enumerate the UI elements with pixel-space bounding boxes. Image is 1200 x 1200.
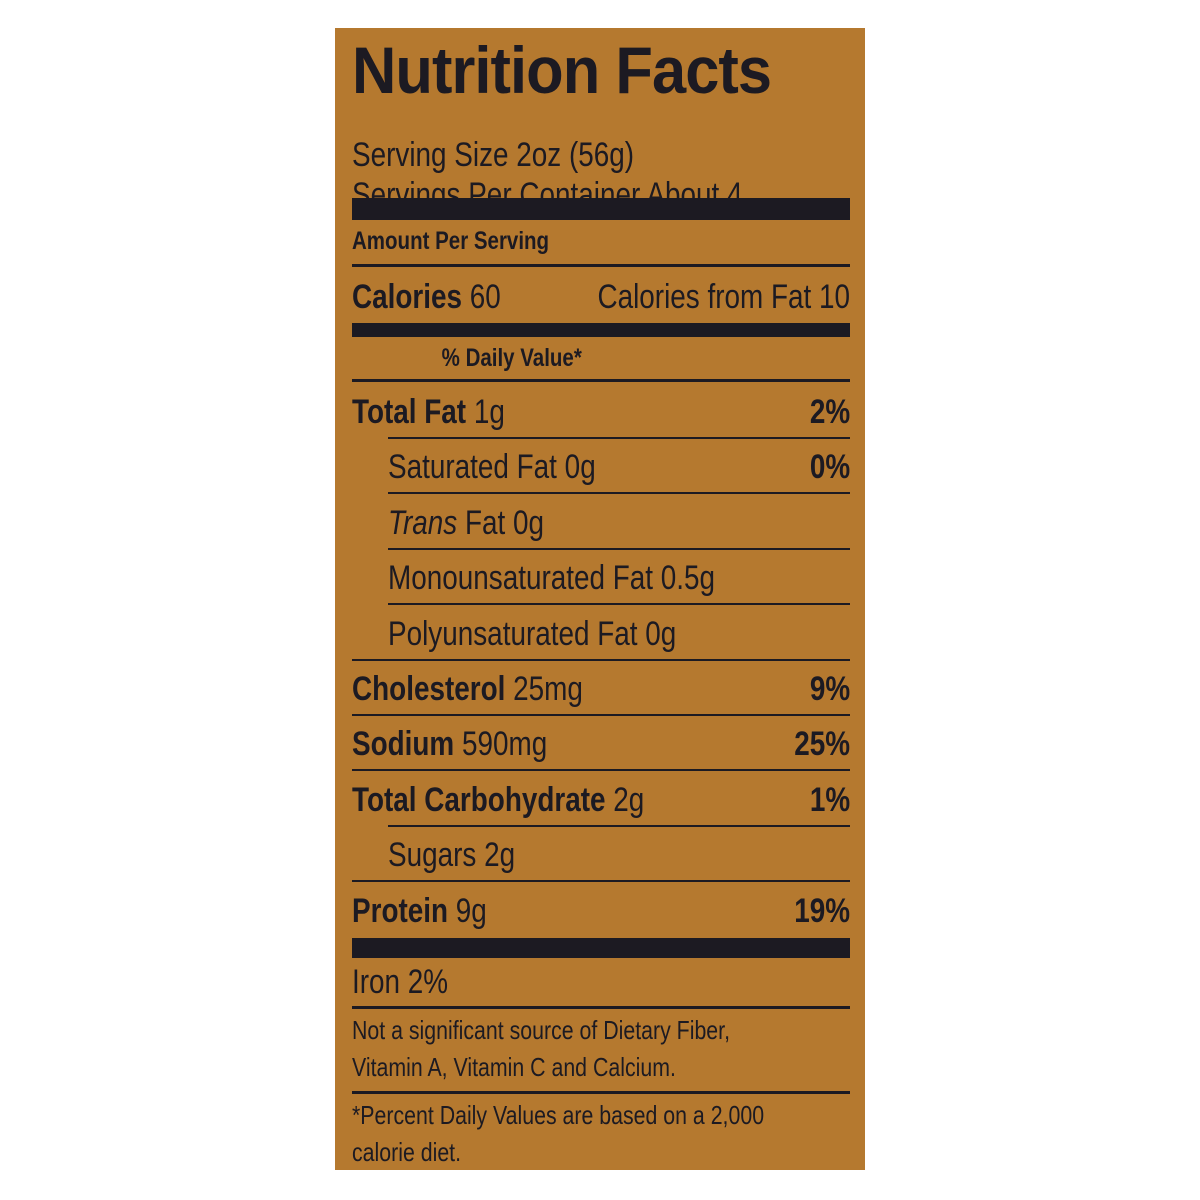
nutrient-amount: 2g bbox=[484, 836, 516, 874]
nutrient-row: Monounsaturated Fat 0.5g bbox=[352, 559, 850, 599]
nutrient-amount: 0g bbox=[564, 448, 596, 486]
divider bbox=[352, 1006, 850, 1009]
title: Nutrition Facts bbox=[352, 33, 772, 107]
not-significant-note: Not a significant source of Dietary Fibe… bbox=[352, 1015, 731, 1082]
nutrient-amount: Fat 0g bbox=[464, 504, 544, 542]
nutrient-daily-value: 1% bbox=[809, 781, 850, 819]
footnote: *Percent Daily Values are based on a 2,0… bbox=[352, 1100, 765, 1167]
nutrient-name: Sugars bbox=[388, 836, 477, 874]
calories-row: Calories 60 Calories from Fat 10 bbox=[352, 278, 850, 318]
nutrient-amount: 1g bbox=[473, 393, 505, 431]
nutrient-amount: 25mg bbox=[513, 670, 583, 708]
divider bbox=[388, 603, 850, 605]
nutrient-daily-value: 19% bbox=[794, 892, 850, 930]
nutrient-name: Polyunsaturated Fat bbox=[388, 615, 638, 653]
nutrient-amount: 590mg bbox=[461, 725, 548, 763]
nutrient-amount: 2g bbox=[613, 781, 645, 819]
divider bbox=[352, 379, 850, 382]
calories-from-fat: Calories from Fat 10 bbox=[597, 278, 850, 316]
nutrient-name: Monounsaturated Fat bbox=[388, 559, 654, 597]
nutrient-daily-value: 0% bbox=[809, 448, 850, 486]
nutrient-row: Total Carbohydrate 2g 1% bbox=[352, 781, 850, 821]
nutrient-row: Sodium 590mg 25% bbox=[352, 725, 850, 765]
nutrient-daily-value: 2% bbox=[809, 393, 850, 431]
divider bbox=[388, 437, 850, 439]
nutrient-name: Protein bbox=[352, 892, 449, 930]
nutrient-daily-value: 9% bbox=[809, 670, 850, 708]
iron: Iron 2% bbox=[352, 963, 449, 1001]
daily-value-header: % Daily Value* bbox=[441, 344, 582, 372]
nutrient-row: Cholesterol 25mg 9% bbox=[352, 670, 850, 710]
divider bbox=[388, 492, 850, 494]
nutrient-name: Total Carbohydrate bbox=[352, 781, 606, 819]
nutrition-facts-panel: Nutrition Facts Serving Size 2oz (56g) S… bbox=[335, 28, 865, 1170]
nutrient-row: Sugars 2g bbox=[352, 836, 850, 876]
nutrient-daily-value: 25% bbox=[794, 725, 850, 763]
nutrient-name: Saturated Fat bbox=[388, 448, 557, 486]
nutrient-name: Cholesterol bbox=[352, 670, 506, 708]
nutrient-name: Trans bbox=[388, 504, 458, 542]
divider bbox=[352, 659, 850, 661]
medium-divider bbox=[352, 323, 850, 337]
nutrient-row: Polyunsaturated Fat 0g bbox=[352, 615, 850, 655]
serving-size: Serving Size 2oz (56g) bbox=[352, 136, 635, 174]
divider bbox=[352, 880, 850, 882]
divider bbox=[388, 825, 850, 827]
divider bbox=[352, 714, 850, 716]
nutrient-amount: 9g bbox=[455, 892, 487, 930]
nutrient-name: Sodium bbox=[352, 725, 455, 763]
calories-value: 60 bbox=[469, 278, 501, 316]
divider bbox=[352, 264, 850, 267]
nutrient-name: Total Fat bbox=[352, 393, 467, 431]
nutrient-row: Protein 9g 19% bbox=[352, 892, 850, 932]
nutrient-row: Saturated Fat 0g 0% bbox=[352, 448, 850, 488]
thick-divider bbox=[352, 198, 850, 220]
amount-per-serving: Amount Per Serving bbox=[352, 227, 550, 255]
nutrient-row: Total Fat 1g 2% bbox=[352, 393, 850, 433]
nutrient-amount: 0.5g bbox=[660, 559, 716, 597]
nutrient-row: Trans Fat 0g bbox=[352, 504, 850, 544]
nutrient-amount: 0g bbox=[645, 615, 677, 653]
divider bbox=[352, 769, 850, 771]
divider bbox=[352, 1091, 850, 1094]
thick-divider bbox=[352, 938, 850, 958]
divider bbox=[388, 548, 850, 550]
calories-label: Calories bbox=[352, 278, 463, 316]
